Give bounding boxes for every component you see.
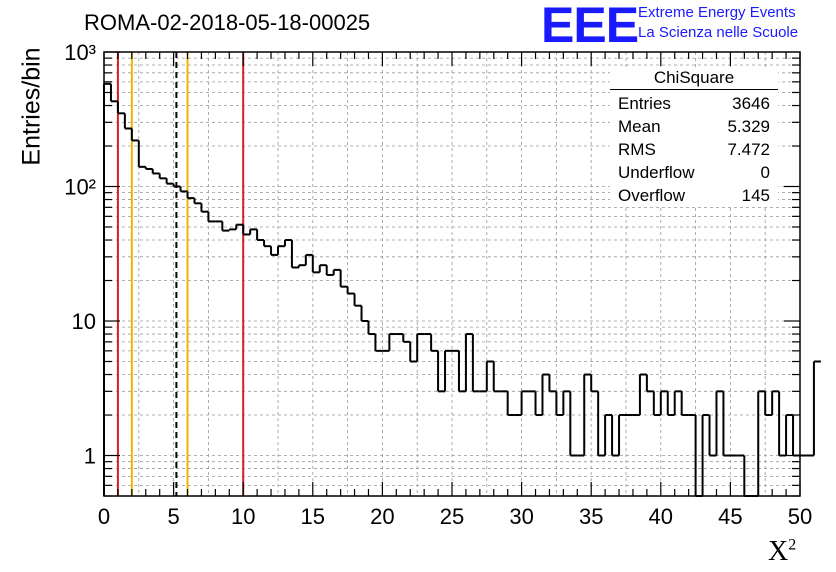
stats-box: ChiSquare Entries 3646 Mean 5.329 RMS 7.472… [610, 68, 778, 207]
stats-label: RMS [618, 140, 656, 159]
eee-logo: EEE [541, 0, 639, 53]
stats-row-mean: Mean 5.329 [610, 115, 778, 138]
y-tick-label: 10³ [64, 40, 96, 65]
stats-value: 145 [741, 186, 770, 205]
y-tick-label: 10 [72, 309, 96, 334]
stats-label: Underflow [618, 163, 695, 182]
y-axis-label: Entries/bin [17, 47, 46, 166]
x-axis-ticks: 0 5 10 15 20 25 30 35 40 45 50 [98, 52, 812, 529]
y-axis-ticks: 1 10 10² 10³ [64, 40, 800, 497]
stats-value: 3646 [732, 94, 770, 113]
stats-row-rms: RMS 7.472 [610, 138, 778, 161]
logo-line-1: Extreme Energy Events [638, 4, 796, 21]
x-axis-label: X2 [768, 536, 796, 568]
x-axis-label-sup: 2 [788, 536, 797, 554]
stats-label: Entries [618, 94, 671, 113]
stats-label: Mean [618, 117, 661, 136]
stats-label: Overflow [618, 186, 686, 205]
x-tick-label: 10 [231, 504, 255, 529]
x-axis-label-base: X [768, 536, 789, 567]
reference-lines [116, 52, 245, 496]
stats-value: 5.329 [727, 117, 770, 136]
logo-line-2: La Scienza nelle Scuole [638, 24, 799, 41]
y-tick-label: 1 [84, 444, 96, 469]
x-tick-label: 25 [440, 504, 464, 529]
x-tick-label: 45 [718, 504, 742, 529]
x-tick-label: 15 [301, 504, 325, 529]
stats-title: ChiSquare [610, 68, 778, 90]
stats-row-overflow: Overflow 145 [610, 184, 778, 207]
stats-value: 7.472 [727, 140, 770, 159]
x-tick-label: 30 [509, 504, 533, 529]
stats-row-entries: Entries 3646 [610, 92, 778, 115]
x-tick-label: 35 [579, 504, 603, 529]
x-tick-label: 40 [649, 504, 673, 529]
y-tick-label: 10² [64, 175, 96, 200]
x-tick-label: 0 [98, 504, 110, 529]
stats-value: 0 [760, 163, 770, 182]
stats-row-underflow: Underflow 0 [610, 161, 778, 184]
chart-title: ROMA-02-2018-05-18-00025 [84, 10, 371, 35]
x-tick-label: 50 [788, 504, 812, 529]
x-tick-label: 20 [370, 504, 394, 529]
x-tick-label: 5 [167, 504, 179, 529]
